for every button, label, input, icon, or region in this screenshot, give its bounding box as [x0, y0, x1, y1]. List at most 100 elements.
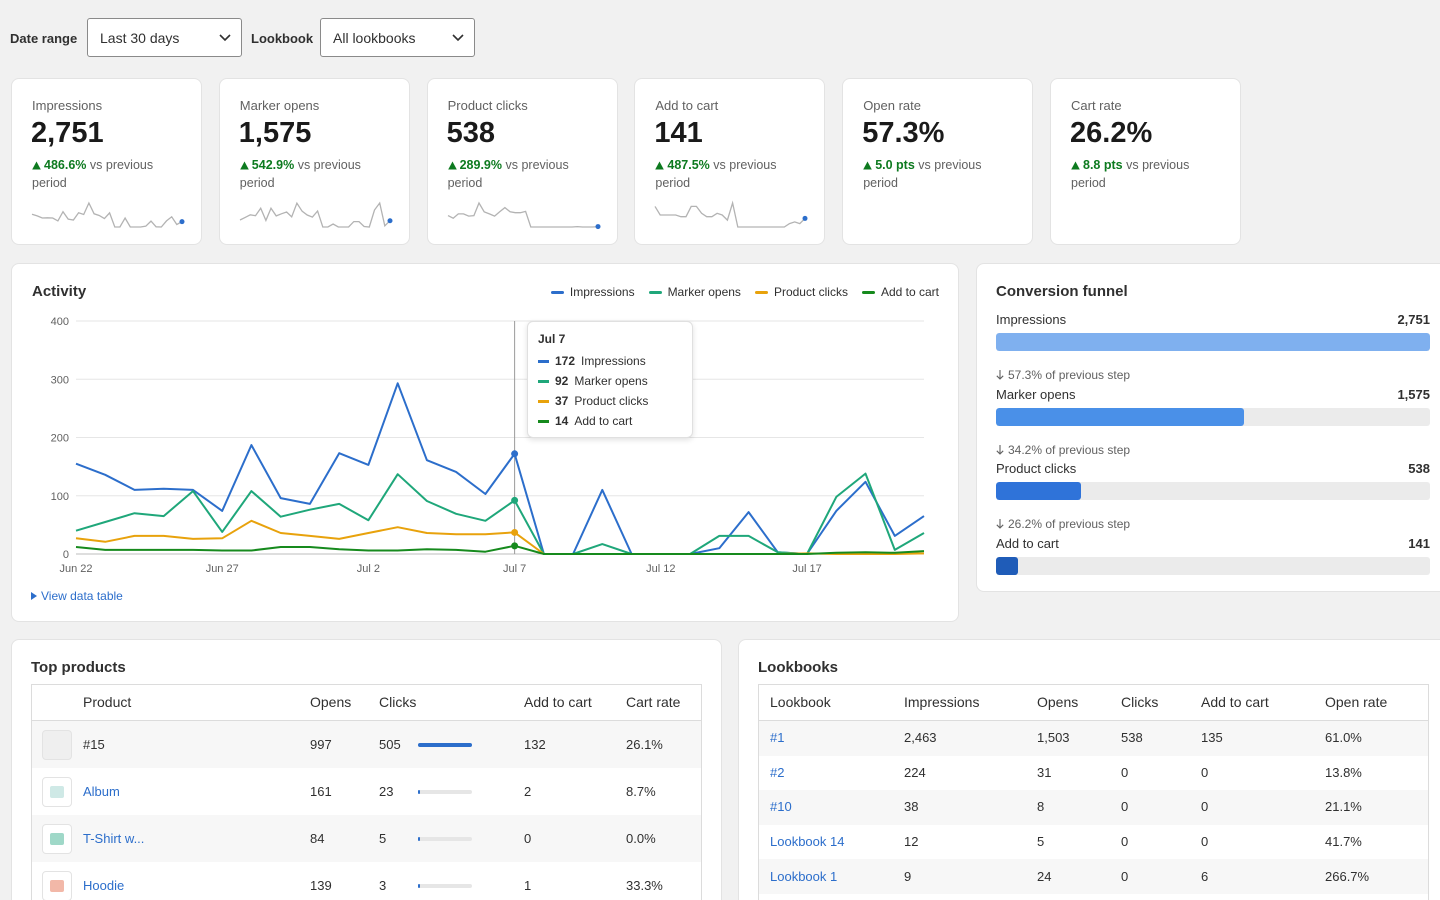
table-row: Album 161 23 2 8.7% [32, 768, 701, 815]
table-cell: 84 [310, 830, 325, 846]
kpi-change-text: vs previous period [1071, 158, 1190, 190]
top-products-panel: Top products Product Opens Clicks Add to car… [11, 639, 722, 900]
x-tick-label: Jul 17 [792, 563, 821, 575]
row-name[interactable]: #10 [770, 799, 792, 815]
funnel-step-note: 26.2% of previous step [996, 517, 1130, 531]
product-image [50, 879, 64, 892]
tooltip-row: 172 Impressions [538, 354, 646, 368]
legend-swatch [861, 290, 875, 294]
tooltip-row: 92 Marker opens [538, 374, 648, 388]
table-cell: 12 [904, 834, 919, 850]
legend-swatch [648, 290, 662, 294]
tooltip-row: 14 Add to cart [538, 414, 632, 428]
funnel-step-note: 34.2% of previous step [996, 443, 1130, 457]
clicks-bar-track [418, 789, 472, 794]
funnel-note-text: 57.3% of previous step [1008, 368, 1131, 382]
kpi-label: Product clicks [447, 98, 528, 113]
data-table-link[interactable]: View data table [31, 589, 123, 603]
table-title: Lookbooks [758, 659, 839, 676]
tooltip-swatch [538, 419, 549, 423]
column-header: Impressions [904, 694, 980, 710]
tooltip-value: 14 [555, 414, 569, 428]
row-name[interactable]: Hoodie [83, 877, 125, 893]
sparkline [447, 201, 601, 230]
up-arrow [863, 161, 872, 170]
kpi-card: Add to cart 141 487.5% vs previous period [634, 78, 826, 245]
up-arrow [1071, 161, 1080, 170]
filter-value: All lookbooks [333, 30, 416, 46]
tooltip-series: Marker opens [574, 374, 648, 388]
table-cell: 135 [1201, 730, 1223, 746]
sparkline [654, 200, 808, 228]
x-tick-label: Jul 7 [503, 563, 526, 575]
product-thumbnail [42, 823, 72, 854]
tooltip-swatch [538, 359, 549, 363]
table-cell: 0 [1201, 799, 1209, 815]
data-table-link-text: View data table [41, 589, 123, 603]
funnel-bar-track [996, 407, 1430, 426]
tooltip-series: Impressions [581, 354, 646, 368]
down-arrow [996, 370, 1004, 380]
legend-item: Impressions [550, 285, 635, 299]
table-cell: 26.1% [626, 736, 663, 752]
down-arrow [996, 444, 1004, 455]
tooltip-series: Add to cart [574, 414, 633, 428]
column-header: Opens [1037, 694, 1079, 710]
legend-label: Marker opens [667, 285, 741, 299]
up-arrow [32, 161, 41, 170]
table-cell: 0.0% [626, 830, 656, 846]
tooltip: Jul 7 172 Impressions 92 Marker opens 37 Produ… [527, 321, 693, 438]
clicks-bar-track [418, 742, 472, 747]
row-name[interactable]: Lookbook 1 [770, 868, 838, 884]
activity-panel: Activity Impressions Marker opens Product c… [11, 263, 959, 622]
tooltip-title: Jul 7 [538, 332, 566, 346]
up-arrow [447, 161, 457, 170]
x-tick-label: Jul 12 [646, 563, 675, 575]
row-name[interactable]: Lookbook 14 [770, 834, 845, 850]
y-tick-label: 0 [63, 549, 69, 561]
kpi-card: Product clicks 538 289.9% vs previous peri… [426, 78, 618, 245]
legend-item: Marker opens [648, 285, 741, 299]
table-cell: 31 [1037, 764, 1052, 780]
sparkline-line [447, 201, 598, 228]
filter-select[interactable]: All lookbooks [320, 18, 475, 57]
table-cell: 3 [379, 877, 387, 893]
kpi-label: Impressions [32, 98, 103, 113]
y-tick-label: 200 [51, 433, 69, 445]
tooltip-value: 92 [555, 374, 569, 388]
tooltip-series: Product clicks [574, 394, 649, 408]
disclosure-arrow [31, 592, 37, 600]
legend-swatch [754, 290, 768, 294]
lookbooks-panel: Lookbooks Lookbook Impressions Opens Clicks A… [738, 639, 1440, 900]
up-arrow [655, 161, 665, 170]
funnel-step-name: Product clicks [996, 461, 1077, 476]
column-header: Open rate [1325, 694, 1388, 710]
row-name[interactable]: T-Shirt w... [83, 830, 145, 846]
chart-title: Activity [32, 283, 87, 300]
row-name[interactable]: #1 [770, 730, 785, 746]
table-cell: 0 [524, 830, 532, 846]
legend-item: Product clicks [754, 285, 848, 299]
table-cell: 0 [1121, 834, 1129, 850]
up-arrow [1071, 161, 1080, 170]
table-row: #15 997 505 132 26.1% [32, 721, 701, 768]
disclosure-arrow [31, 592, 37, 600]
kpi-change: 486.6% vs previous period [32, 156, 184, 192]
product-image [50, 785, 64, 798]
column-header: Opens [310, 694, 352, 710]
kpi-value: 538 [446, 117, 495, 149]
chevron [219, 34, 231, 42]
up-arrow [447, 161, 457, 170]
row-name[interactable]: Album [83, 783, 120, 799]
column-header: Cart rate [626, 694, 681, 710]
funnel-bar-track [996, 556, 1430, 575]
table-row: #2 224 31 0 0 13.8% [759, 755, 1428, 791]
chevron [452, 34, 464, 42]
tooltip-swatch [538, 399, 549, 403]
funnel-bar-track [996, 482, 1430, 500]
table-cell: 5 [379, 830, 387, 846]
row-name[interactable]: #2 [770, 764, 785, 780]
kpi-change: 542.9% vs previous period [240, 156, 392, 192]
table-row: T-Shirt w... 84 5 0 0.0% [32, 815, 701, 862]
filter-select[interactable]: Last 30 days [87, 18, 242, 57]
